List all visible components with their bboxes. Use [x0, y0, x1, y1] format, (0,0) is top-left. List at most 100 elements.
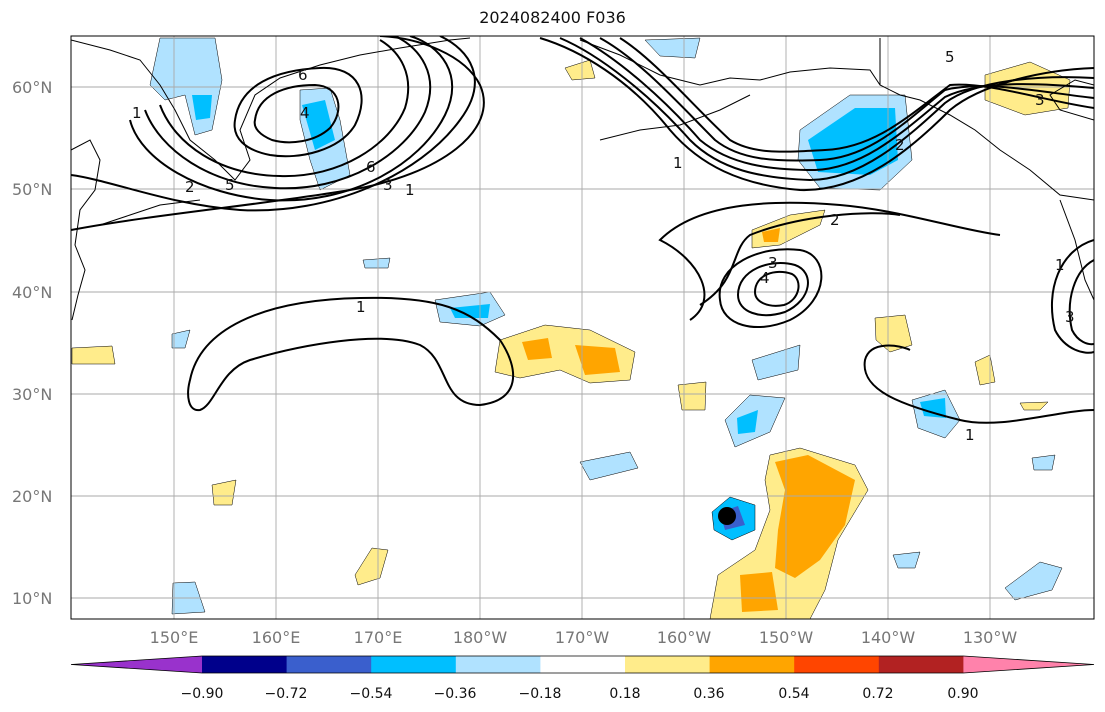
lat-tick-label: 40°N [12, 283, 52, 302]
lat-tick-label: 50°N [12, 180, 52, 199]
neg-area-small-7 [892, 551, 921, 569]
colorbar-tick-label: 0.72 [862, 686, 893, 702]
neg-area-kamchatka-core [192, 95, 212, 120]
lat-tick-label: 20°N [12, 487, 52, 506]
gridlines [71, 36, 1094, 619]
contour-5-main [159, 39, 410, 178]
pos-area-small-1 [71, 345, 116, 365]
pos-area-small-6 [974, 354, 996, 386]
pos-area-midlat [751, 209, 826, 249]
contour-label: 6 [298, 66, 308, 84]
contour-east-ring-2 [1068, 259, 1094, 346]
neg-area-small-6 [1031, 454, 1056, 471]
contour-mid-2 [699, 212, 901, 306]
contour-east-ring [1050, 239, 1094, 354]
storm-center-marker [718, 507, 736, 525]
colorbar-segment [202, 656, 288, 673]
contour-lines [71, 36, 1094, 424]
colorbar-segment [286, 656, 372, 673]
colorbar-segment [878, 656, 964, 673]
contour-label: 1 [356, 298, 366, 316]
lon-tick-label: 160°E [252, 628, 301, 647]
contour-3-main [129, 36, 454, 202]
colorbar [70, 655, 1095, 674]
contour-label: 2 [895, 136, 905, 154]
contour-label: 1 [405, 181, 415, 199]
colorbar-segment [540, 656, 626, 673]
lat-axis: 10°N 20°N 30°N 40°N 50°N 60°N [12, 78, 52, 608]
contour-label-group: 1 1 2 3 4 5 6 6 1 1 2 3 4 2 3 1 5 3 1 [132, 48, 1075, 444]
colorbar-segment [709, 656, 795, 673]
colorbar-tick-label: −0.54 [350, 686, 393, 702]
contour-jet-5 [619, 37, 1094, 153]
colorbar-segment [371, 656, 457, 673]
neg-area-small-5 [362, 257, 391, 269]
pos-area-small-5 [874, 314, 913, 353]
colorbar-tick-label: −0.90 [181, 686, 224, 702]
colorbar-segment [625, 656, 711, 673]
colorbar-extend-low [71, 656, 202, 673]
contour-label: 6 [366, 158, 376, 176]
contour-label: 5 [945, 48, 955, 66]
lon-tick-label: 170°W [555, 628, 610, 647]
colorbar-extend-high [963, 656, 1094, 673]
colorbar-segment [794, 656, 880, 673]
pos-area-midlat-core [762, 228, 780, 242]
contour-4-main [144, 36, 432, 190]
contour-label: 2 [830, 211, 840, 229]
colorbar-tick-label: 0.90 [947, 686, 978, 702]
pos-area-subtropic-core-2 [575, 345, 620, 375]
contour-label: 5 [225, 176, 235, 194]
neg-area-bering-core [302, 100, 335, 150]
colorbar-tick-label: −0.72 [265, 686, 308, 702]
colorbar-tick-label: 0.54 [778, 686, 809, 702]
neg-area-central-core [737, 410, 758, 434]
pos-area-small-3 [354, 547, 389, 586]
pos-area-small-2 [211, 479, 237, 506]
contour-label: 3 [1035, 91, 1045, 109]
contour-label: 4 [760, 269, 770, 287]
contour-low-ring-1 [718, 248, 823, 329]
neg-area-small-8 [171, 329, 191, 349]
contour-label: 3 [383, 176, 393, 194]
contour-label: 1 [1055, 256, 1065, 274]
lon-tick-label: 170°E [354, 628, 403, 647]
contour-label: 3 [1065, 308, 1075, 326]
lon-tick-label: 180°W [453, 628, 508, 647]
lon-tick-label: 140°W [861, 628, 916, 647]
contour-label: 1 [965, 426, 975, 444]
contour-label: 2 [185, 178, 195, 196]
contour-6-ring [233, 66, 363, 158]
pos-area-small-7 [564, 59, 596, 81]
lon-tick-label: 160°W [657, 628, 712, 647]
neg-area-east-core [920, 398, 946, 418]
colorbar-tick-label: 0.18 [609, 686, 640, 702]
contour-label: 1 [132, 104, 142, 122]
pos-area-alaska-se [984, 61, 1071, 116]
colorbar-ticks: −0.90 −0.72 −0.54 −0.36 −0.18 0.18 0.36 … [181, 686, 979, 702]
contour-low-ring-2 [736, 262, 809, 317]
contour-south-1 [187, 296, 514, 412]
neg-area-small-4 [1004, 561, 1063, 601]
pos-area-subtropic-core-1 [522, 338, 552, 360]
contour-low-ring-3 [753, 270, 800, 307]
lat-tick-label: 10°N [12, 589, 52, 608]
lon-tick-label: 150°W [759, 628, 814, 647]
lon-axis: 150°E 160°E 170°E 180°W 170°W 160°W 150°… [150, 628, 1018, 647]
lat-tick-label: 60°N [12, 78, 52, 97]
neg-area-small-2 [751, 344, 801, 381]
colorbar-tick-label: −0.18 [519, 686, 562, 702]
contour-east-1 [863, 344, 1094, 424]
neg-area-small-9 [644, 37, 701, 59]
contour-jet-1 [539, 37, 1094, 192]
contour-mid-1 [658, 201, 1001, 321]
contour-label: 3 [768, 254, 778, 272]
pos-area-small-8 [1019, 401, 1049, 411]
contour-1-main [71, 36, 485, 231]
contour-2-main [71, 36, 476, 212]
lon-tick-label: 130°W [963, 628, 1018, 647]
colorbar-outline [70, 655, 1095, 674]
contour-label: 1 [673, 154, 683, 172]
colorbar-tick-label: −0.36 [434, 686, 477, 702]
